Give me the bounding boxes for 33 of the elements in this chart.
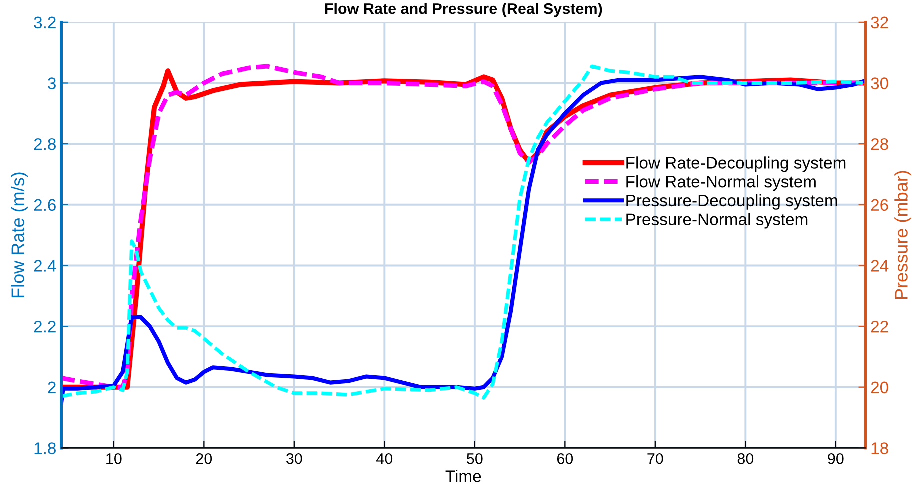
y2-tick-label: 32 bbox=[871, 16, 888, 29]
y2-tick-label: 22 bbox=[871, 320, 888, 333]
y2-tick-label: 20 bbox=[871, 382, 888, 394]
x-tick-label: 30 bbox=[286, 453, 302, 464]
y-tick-label: 2.6 bbox=[34, 199, 56, 212]
x-tick-label: 90 bbox=[828, 453, 844, 464]
x-tick-label: 20 bbox=[196, 453, 212, 464]
y2-tick-label: 18 bbox=[872, 442, 888, 454]
y-tick-label: 2.4 bbox=[34, 260, 56, 272]
y2-axis-title: Pressure (mbar) bbox=[894, 171, 912, 300]
x-tick-label: 40 bbox=[376, 453, 393, 464]
legend-label: Flow Rate-Normal system bbox=[626, 176, 816, 192]
legend-label: Pressure-Decoupling system bbox=[626, 194, 838, 210]
y2-tick-label: 30 bbox=[871, 78, 888, 90]
y-tick-label: 1.8 bbox=[34, 442, 56, 454]
y2-tick-label: 28 bbox=[871, 138, 888, 150]
x-tick-label: 80 bbox=[738, 453, 754, 464]
chart-title: Flow Rate and Pressure (Real System) bbox=[325, 3, 602, 18]
y2-tick-label: 24 bbox=[871, 260, 889, 272]
legend-label: Flow Rate-Decoupling system bbox=[626, 156, 846, 172]
x-tick-label: 50 bbox=[467, 453, 483, 464]
x-axis-title: Time bbox=[446, 470, 482, 482]
x-tick-label: 70 bbox=[648, 453, 664, 464]
y-tick-label: 2.2 bbox=[34, 320, 56, 333]
legend-label: Pressure-Normal system bbox=[626, 213, 808, 229]
y-axis-title: Flow Rate (m/s) bbox=[11, 172, 28, 298]
y-tick-label: 2.8 bbox=[34, 138, 56, 150]
x-tick-label: 10 bbox=[106, 453, 122, 464]
y-tick-label: 3 bbox=[48, 78, 56, 90]
y-tick-label: 2 bbox=[48, 382, 56, 394]
x-tick-label: 60 bbox=[557, 453, 574, 464]
y-tick-label: 3.2 bbox=[34, 16, 56, 29]
y2-tick-label: 26 bbox=[871, 199, 888, 212]
